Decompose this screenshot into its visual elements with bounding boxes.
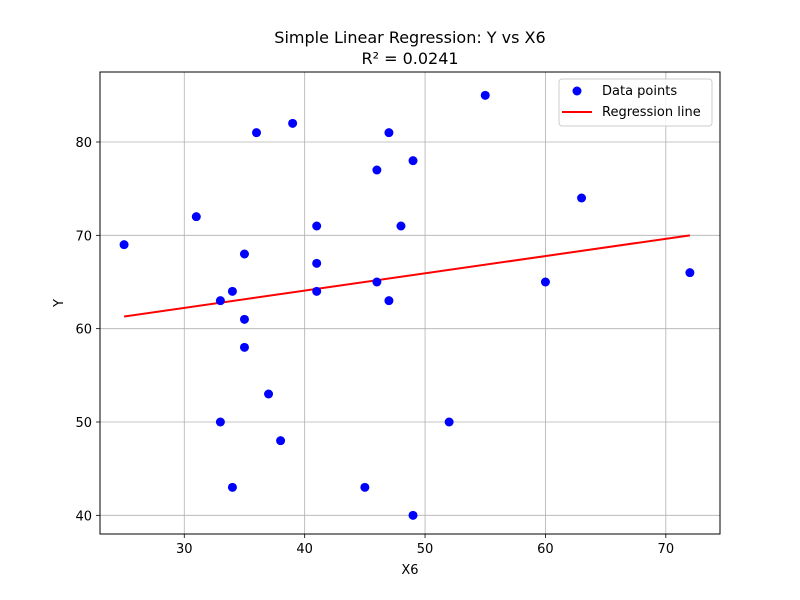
data-point: [408, 156, 418, 166]
chart-title: Simple Linear Regression: Y vs X6: [274, 28, 545, 47]
data-point: [119, 240, 129, 250]
data-point: [540, 277, 550, 287]
legend-box: [558, 78, 713, 127]
data-point: [372, 277, 382, 287]
data-point: [276, 436, 286, 446]
x-tick-label: 40: [296, 542, 313, 557]
y-tick-label: 50: [75, 416, 92, 431]
data-point: [264, 389, 274, 399]
grid: [100, 72, 720, 534]
chart-subtitle: R² = 0.0241: [361, 49, 458, 68]
data-point: [227, 482, 237, 492]
data-points-layer: [119, 90, 695, 520]
data-point: [227, 286, 237, 296]
regression-line-layer: [123, 234, 691, 318]
y-tick-label: 70: [75, 229, 92, 244]
data-point: [215, 296, 225, 306]
legend-marker-data-points: [572, 86, 582, 96]
data-point: [360, 482, 370, 492]
data-point: [312, 258, 322, 268]
data-point: [480, 90, 490, 100]
data-point: [239, 342, 249, 352]
y-tick-label: 40: [75, 509, 92, 524]
x-tick-label: 70: [658, 542, 675, 557]
data-point: [215, 417, 225, 427]
y-axis-label: Y: [52, 299, 67, 308]
data-point: [312, 286, 322, 296]
data-point: [577, 193, 587, 203]
data-point: [384, 128, 394, 138]
x-axis-ticks: 30 40 50 60 70: [176, 534, 674, 557]
data-point: [239, 249, 249, 259]
x-tick-label: 50: [417, 542, 434, 557]
data-point: [384, 296, 394, 306]
data-point: [191, 212, 201, 222]
axes-frame: [99, 71, 721, 535]
legend-label-data-points: Data points: [602, 84, 677, 99]
y-tick-label: 80: [75, 136, 92, 151]
data-point: [252, 128, 262, 138]
data-point: [312, 221, 322, 231]
x-tick-label: 60: [537, 542, 554, 557]
data-point: [288, 118, 298, 128]
data-point: [239, 314, 249, 324]
data-point: [408, 510, 418, 520]
legend-label-regression-line: Regression line: [602, 105, 701, 120]
data-point: [444, 417, 454, 427]
y-axis-ticks: 40 50 60 70 80: [75, 136, 100, 524]
x-tick-label: 30: [176, 542, 193, 557]
regression-line: [123, 234, 691, 318]
legend: Data points Regression line: [558, 78, 713, 127]
data-point: [396, 221, 406, 231]
data-point: [372, 165, 382, 175]
y-tick-label: 60: [75, 323, 92, 338]
x-axis-label: X6: [401, 563, 418, 578]
data-point: [685, 268, 695, 278]
